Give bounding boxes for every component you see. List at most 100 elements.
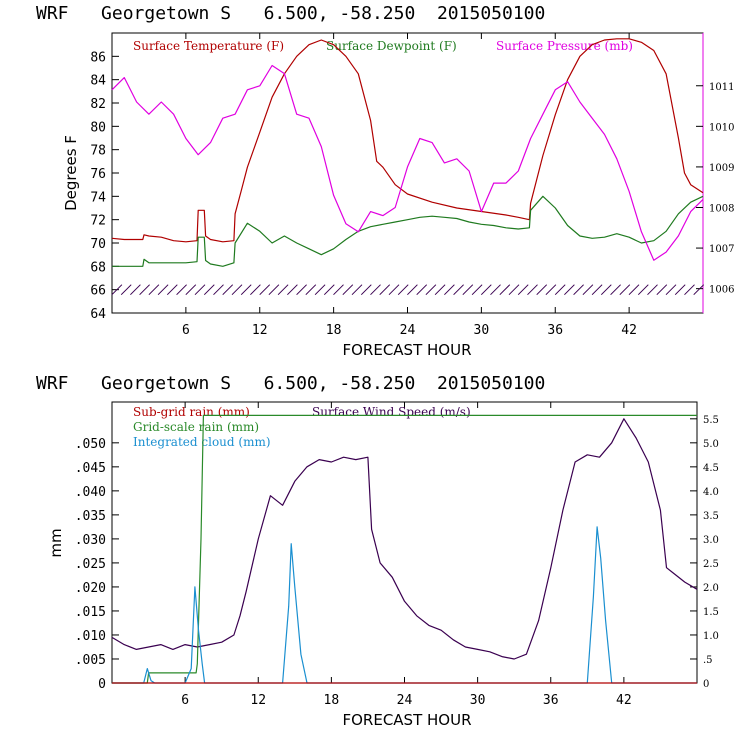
top-y-tick-label: 86 [90, 50, 106, 65]
wind-barb [536, 284, 548, 296]
bottom-y2-tick-label: 2.0 [703, 583, 719, 594]
wind-barb [323, 284, 335, 296]
wind-barb [665, 284, 677, 296]
bottom-y2-tick-label: 2.5 [703, 559, 719, 570]
bottom-y-tick-label: .040 [75, 485, 106, 500]
top-y-axis-left: 64 66 68 70 72 74 76 78 80 82 84 86 [90, 50, 119, 322]
bottom-y2-tick-label: 5.0 [703, 439, 719, 450]
wind-barb [499, 284, 511, 296]
top-x-tick-label: 42 [621, 323, 637, 338]
top-y-tick-label: 80 [90, 120, 106, 135]
wind-barb [351, 284, 363, 296]
bottom-y-tick-label: .045 [75, 461, 106, 476]
top-y2-tick-label: 1011 [709, 82, 734, 93]
top-x-tick-label: 30 [474, 323, 490, 338]
wind-barb [416, 284, 428, 296]
wind-barb [684, 284, 695, 296]
bottom-y2-tick-label: 4.5 [703, 463, 719, 474]
wind-barb [185, 284, 197, 296]
bottom-y2-tick-label: 1.5 [703, 607, 719, 618]
wind-barb [637, 284, 649, 296]
top-x-tick-label: 12 [252, 323, 268, 338]
wind-barb [370, 284, 381, 296]
bottom-legend: Sub-grid rain (mm) Surface Wind Speed (m… [133, 405, 471, 449]
wind-barb [176, 284, 187, 296]
bottom-x-tick-label: 42 [616, 693, 632, 708]
bottom-y-axis-left: 0 .005 .010 .015 .020 .025 .030 .035 .040 .045 .05… [75, 437, 119, 692]
wind-barb [166, 284, 178, 296]
wind-barb [462, 284, 474, 296]
series-surface-dewpoint-f [112, 195, 704, 267]
wind-barb [120, 284, 132, 296]
series-surface-pressure-mb [111, 64, 704, 261]
wind-barb [360, 284, 372, 296]
bottom-y-tick-label: .010 [75, 629, 106, 644]
bottom-y2-tick-label: 5.5 [703, 415, 719, 426]
legend-subgrid-rain: Sub-grid rain (mm) [133, 405, 250, 419]
wind-barb [490, 284, 501, 296]
top-x-axis-label: FORECAST HOUR [342, 341, 471, 359]
wind-barb [397, 284, 409, 296]
wind-barb [268, 284, 280, 296]
wind-barb [591, 284, 603, 296]
wind-barb [628, 284, 640, 296]
top-y-tick-label: 68 [90, 260, 106, 275]
wind-barb [582, 284, 594, 296]
wind-barb [573, 284, 584, 296]
top-y2-tick-label: 1006 [709, 285, 734, 296]
bottom-y-tick-label: 0 [98, 677, 106, 692]
bottom-x-tick-label: 24 [397, 693, 413, 708]
wind-barb [379, 284, 391, 296]
wind-barb [213, 284, 224, 296]
bottom-y2-tick-label: .5 [703, 655, 713, 666]
wind-barb [610, 284, 621, 296]
wind-barb [296, 284, 307, 296]
wind-barb [656, 284, 668, 296]
bottom-y-tick-label: .050 [75, 437, 106, 452]
wind-barb [480, 284, 492, 296]
bottom-y-tick-label: .020 [75, 581, 106, 596]
bottom-y2-tick-label: 3.0 [703, 535, 719, 546]
top-y-tick-label: 78 [90, 144, 106, 159]
wind-barb [388, 284, 400, 296]
legend-dewpoint: Surface Dewpoint (F) [326, 39, 457, 53]
wind-barb [434, 284, 446, 296]
wind-barb [314, 284, 326, 296]
top-plot-frame [111, 32, 704, 314]
bottom-x-axis-label: FORECAST HOUR [342, 711, 471, 729]
wind-barb [277, 284, 289, 296]
bottom-y-tick-label: .015 [75, 605, 106, 620]
bottom-y2-tick-label: 0 [703, 679, 709, 690]
wind-barb [425, 284, 437, 296]
legend-wind-speed: Surface Wind Speed (m/s) [312, 405, 471, 419]
top-y2-tick-label: 1008 [709, 203, 734, 214]
wind-barb [148, 284, 160, 296]
top-y2-tick-label: 1009 [709, 163, 734, 174]
top-legend: Surface Temperature (F) Surface Dewpoint… [133, 39, 633, 53]
top-x-tick-label: 18 [326, 323, 342, 338]
bottom-x-tick-label: 18 [324, 693, 340, 708]
wind-barb [139, 284, 150, 296]
wind-barb [527, 284, 538, 296]
wind-barb [231, 284, 243, 296]
wind-barb [600, 284, 612, 296]
wind-barb [517, 284, 529, 296]
top-y-tick-label: 72 [90, 214, 106, 229]
wind-barb [194, 284, 206, 296]
top-x-tick-label: 6 [182, 323, 190, 338]
top-x-tick-label: 36 [547, 323, 563, 338]
bottom-y2-tick-label: 3.5 [703, 511, 719, 522]
wind-barb [508, 284, 520, 296]
wind-barb [240, 284, 252, 296]
series-surface-temperature-f [111, 38, 704, 243]
bottom-y-tick-label: .030 [75, 533, 106, 548]
top-y-tick-label: 70 [90, 237, 106, 252]
wind-barb [554, 284, 566, 296]
wind-barb [693, 284, 705, 296]
wind-barb [407, 284, 418, 296]
wind-barb [674, 284, 686, 296]
top-chart: WRF Georgetown S 6.500, -58.250 20150501… [36, 3, 734, 359]
bottom-x-tick-label: 36 [543, 693, 559, 708]
bottom-x-tick-label: 12 [250, 693, 266, 708]
bottom-x-tick-label: 30 [470, 693, 486, 708]
